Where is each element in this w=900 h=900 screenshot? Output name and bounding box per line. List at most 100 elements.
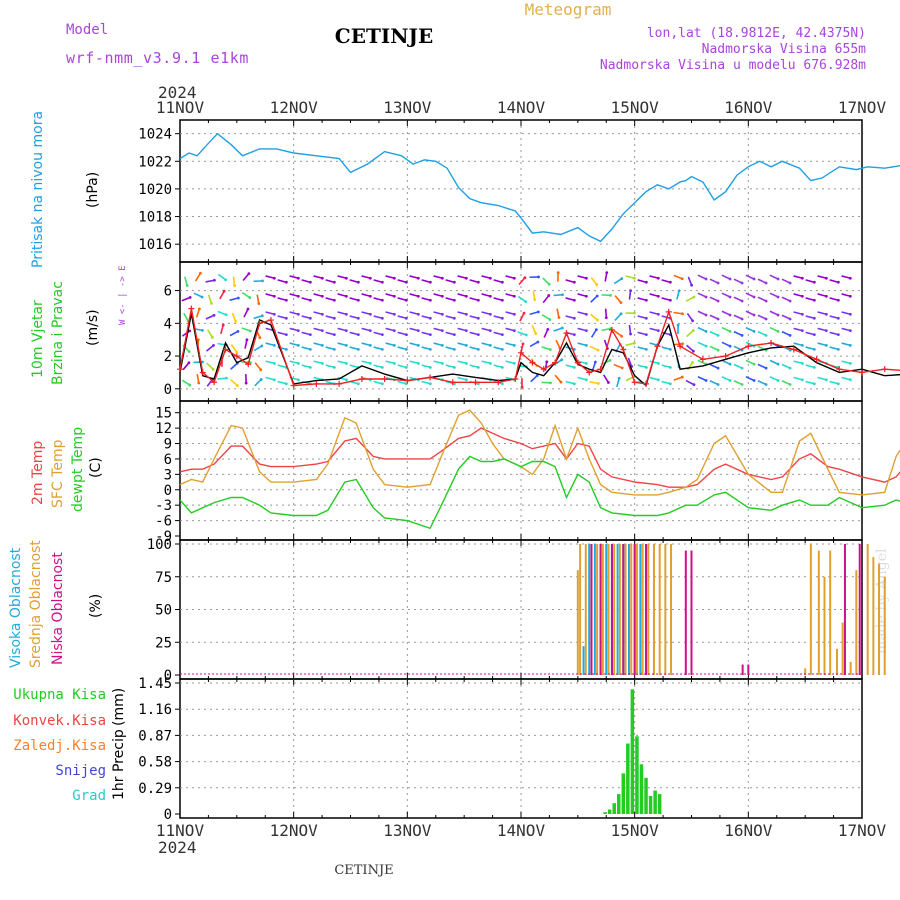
- wind-arrow-head: [476, 366, 480, 369]
- wind-arrow-head: [656, 294, 660, 298]
- wind-arrow: [517, 295, 527, 303]
- wind-arrow: [493, 346, 503, 351]
- wind-arrow: [277, 315, 287, 320]
- wind-arrow: [817, 311, 827, 316]
- wind-arrow-head: [632, 276, 636, 280]
- wind-arrow-head: [296, 294, 300, 298]
- wind-arrow-head: [428, 348, 432, 351]
- wind-arrow: [207, 294, 213, 304]
- wind-arrow-head: [224, 278, 228, 282]
- wind-arrow-head: [320, 362, 324, 365]
- wind-arrow: [277, 380, 287, 385]
- wind-arrow: [565, 279, 575, 284]
- wind-arrow-head: [210, 335, 214, 339]
- bar-ukupna-kisa: [626, 743, 630, 814]
- bottom-day-label: 17NOV: [838, 821, 887, 840]
- bar-srednja-oblacnost: [855, 570, 858, 675]
- wind-arrow-head: [356, 382, 360, 386]
- wind-arrow-head: [212, 313, 216, 317]
- wind-arrow: [301, 297, 311, 302]
- y-tick-label: 15: [155, 406, 172, 422]
- wind-arrow-head: [609, 293, 612, 297]
- wind-arrow: [769, 310, 779, 316]
- wind-arrow: [625, 342, 635, 347]
- wind-arrow-head: [812, 316, 816, 320]
- wind-arrow-head: [752, 313, 756, 317]
- wind-arrow-head: [656, 329, 660, 333]
- wind-arrow-head: [593, 360, 597, 364]
- wind-arrow: [673, 311, 683, 315]
- wind-arrow-head: [356, 348, 360, 351]
- gust-marker: [608, 326, 615, 333]
- gust-marker: [233, 353, 240, 360]
- wind-arrow-head: [691, 319, 694, 323]
- wind-arrow: [469, 364, 479, 369]
- wind-arrow: [469, 346, 479, 351]
- wind-arrow: [313, 327, 323, 332]
- wind-arrow-head: [404, 348, 408, 351]
- wind-arrow-head: [537, 275, 540, 279]
- wind-arrow-head: [644, 348, 648, 351]
- wind-arrow-head: [308, 298, 312, 302]
- wind-arrow: [361, 275, 371, 280]
- y-tick-label: 1020: [138, 182, 172, 198]
- wind-arrow-head: [356, 280, 360, 284]
- wind-arrow-head: [764, 281, 768, 285]
- wind-arrow-head: [428, 280, 432, 284]
- gust-marker: [790, 346, 797, 353]
- wind-arrow-head: [308, 366, 312, 369]
- bar-ukupna-kisa: [653, 790, 657, 814]
- wind-arrow: [793, 342, 803, 347]
- wind-arrow-head: [320, 294, 324, 298]
- wind-arrow-head: [246, 307, 250, 311]
- bar-srednja-oblacnost: [658, 544, 661, 675]
- wind-arrow: [781, 314, 791, 320]
- wind-arrow-head: [452, 348, 456, 351]
- wind-arrow-head: [476, 382, 480, 386]
- gust-marker: [597, 366, 604, 373]
- wind-arrow: [554, 374, 562, 383]
- wind-arrow: [254, 378, 262, 387]
- wind-arrow-head: [512, 344, 516, 347]
- wind-arrow: [361, 311, 371, 316]
- gust-marker: [620, 346, 627, 353]
- wind-arrow-head: [788, 317, 792, 321]
- wind-arrow-head: [547, 294, 551, 297]
- wind-arrow: [397, 331, 407, 336]
- wind-arrow: [421, 380, 431, 385]
- gust-marker: [199, 369, 206, 376]
- wind-arrow: [409, 342, 419, 347]
- wind-arrow: [841, 360, 851, 365]
- wind-arrow: [577, 275, 587, 280]
- wind-arrow-head: [644, 316, 648, 320]
- bar-srednja-oblacnost: [849, 661, 852, 675]
- bar-niska-oblacnost: [610, 544, 613, 675]
- wind-arrow-head: [284, 280, 288, 284]
- wind-arrow: [469, 279, 479, 284]
- wind-arrow: [781, 330, 791, 337]
- gust-marker: [563, 330, 570, 337]
- wind-arrow: [385, 311, 395, 316]
- wind-arrow-head: [524, 333, 528, 337]
- wind-arrow-head: [380, 382, 384, 386]
- wind-arrow: [532, 290, 536, 300]
- wind-arrow-head: [320, 312, 324, 316]
- wind-arrow: [481, 327, 491, 332]
- wind-arrow-head: [296, 344, 300, 347]
- wind-arrow-head: [188, 329, 192, 333]
- wind-arrow: [313, 311, 323, 316]
- wind-arrow-head: [740, 366, 744, 370]
- wind-arrow: [481, 293, 491, 298]
- wind-arrow-head: [776, 313, 780, 317]
- wind-arrow: [687, 276, 693, 286]
- wind-arrow: [589, 345, 599, 351]
- gust-marker: [722, 353, 729, 360]
- wind-arrow-head: [380, 298, 384, 302]
- bar-srednja-oblacnost: [829, 550, 832, 675]
- wind-arrow: [602, 374, 610, 383]
- bar-niska-oblacnost: [684, 550, 687, 675]
- wind-arrow-head: [452, 280, 456, 284]
- wind-arrow-head: [547, 282, 551, 286]
- wind-arrow-head: [848, 362, 852, 365]
- wind-arrow-head: [680, 375, 684, 379]
